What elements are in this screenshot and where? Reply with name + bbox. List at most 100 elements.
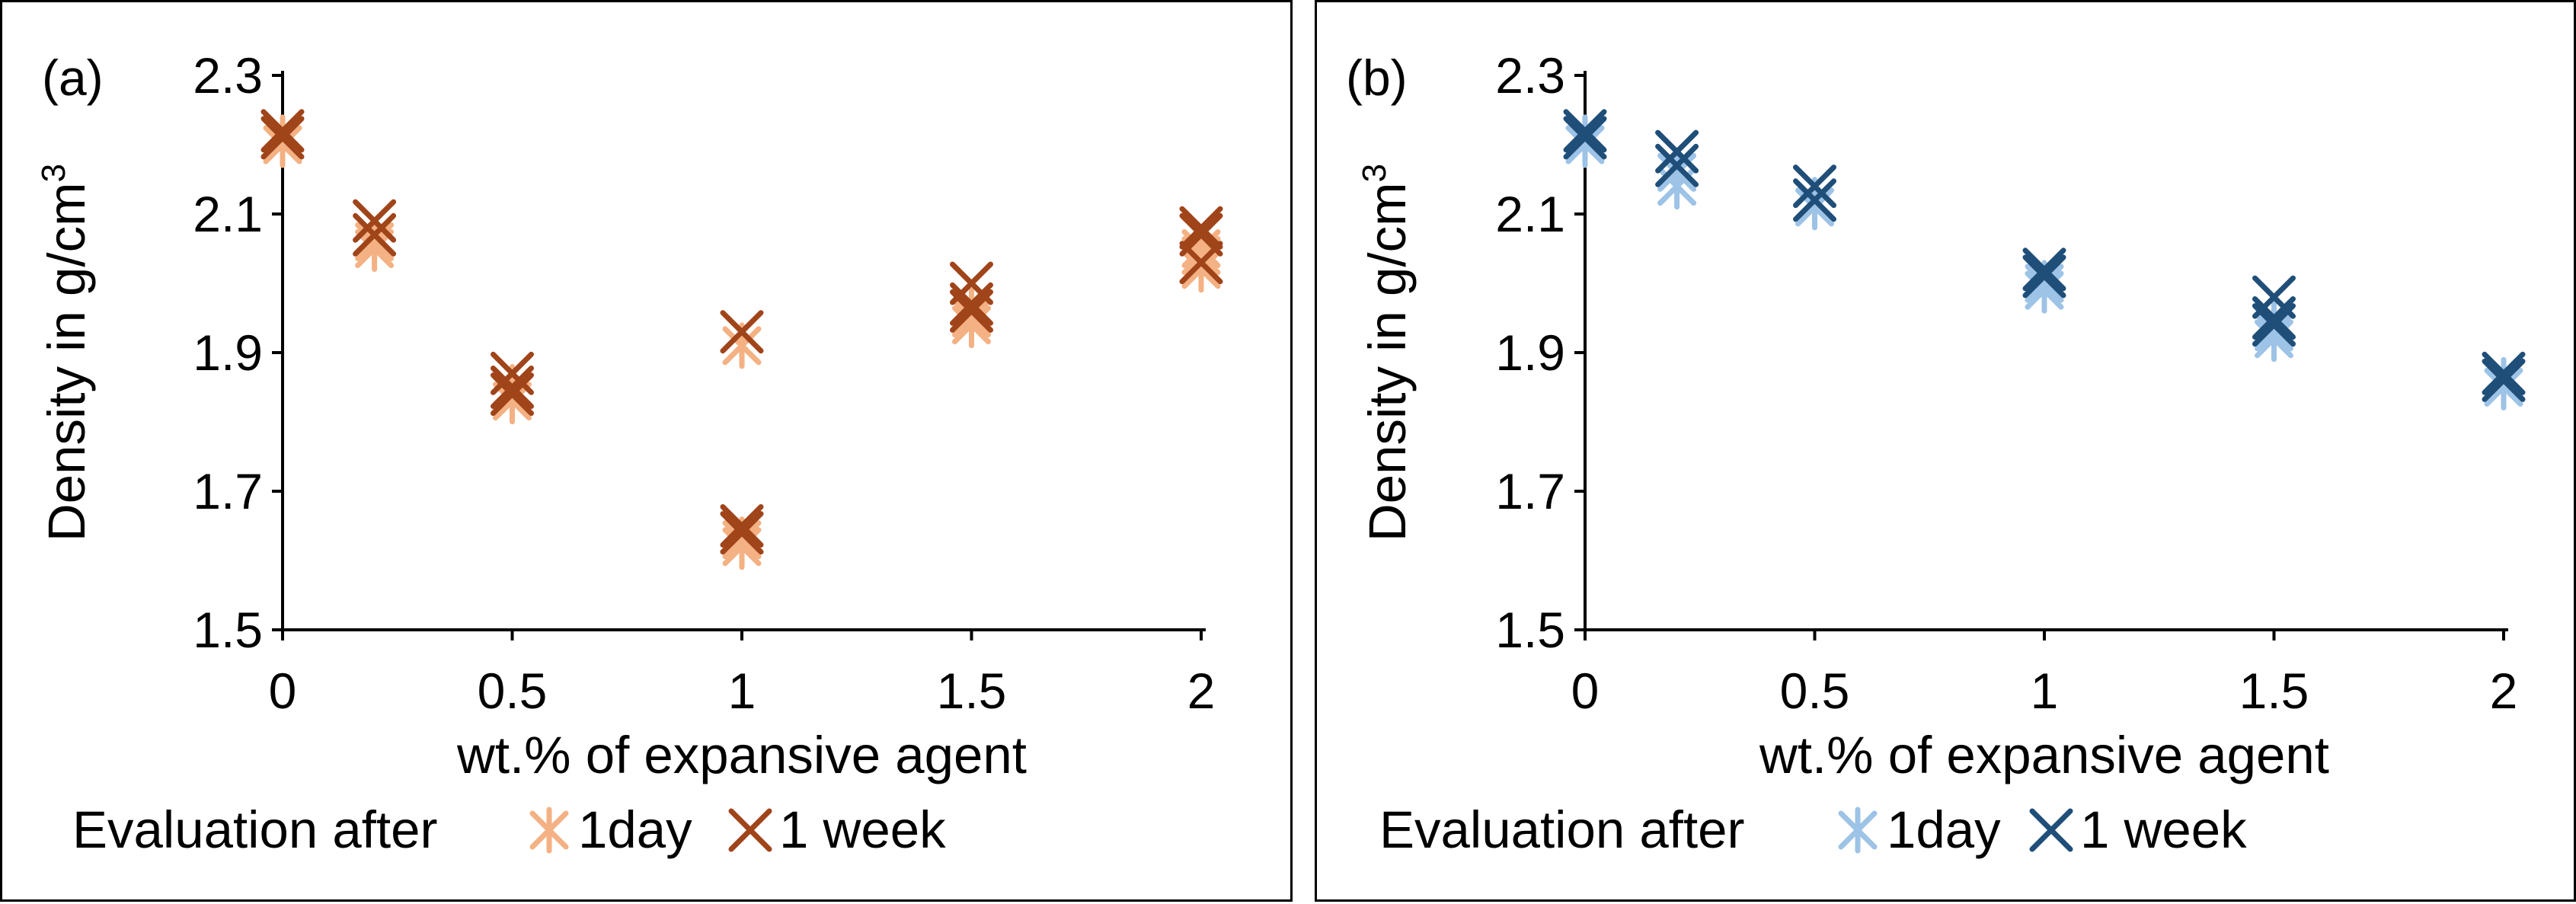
legend-marker-1week <box>728 808 772 852</box>
marker-stroke <box>1793 178 1836 222</box>
x-tick-label: 0.5 <box>1780 663 1850 719</box>
panel-a: (a) 1.5 1.7 1.9 2.1 2.3 0 0.5 1 1.5 2 wt.% of expan… <box>0 0 1293 902</box>
y-tick-label: 1.9 <box>1495 324 1565 381</box>
chart-b: (b) 1.5 1.7 1.9 2.1 2.3 0 0.5 1 1.5 2 wt.% of expan… <box>1346 47 2526 859</box>
y-axis-label-superscript: 3 <box>1356 164 1393 182</box>
x-tick-label: 0 <box>1571 663 1600 719</box>
marker-stroke <box>950 289 993 333</box>
marker-stroke <box>260 116 305 160</box>
marker-stroke <box>2022 254 2066 299</box>
data-point <box>2252 296 2296 340</box>
x-tick-label: 1.5 <box>937 663 1007 719</box>
data-point <box>720 504 764 548</box>
x-tick-label: 1 <box>728 663 756 719</box>
legend-title: Evaluation after <box>72 800 437 859</box>
marker-stroke <box>2482 351 2526 395</box>
chart-a: (a) 1.5 1.7 1.9 2.1 2.3 0 0.5 1 1.5 2 wt.% of expan… <box>35 47 1223 859</box>
marker-stroke <box>1179 212 1223 257</box>
x-tick-label: 0 <box>269 663 297 719</box>
data-point <box>1179 206 1223 250</box>
y-tick-label: 2.1 <box>1495 186 1565 242</box>
marker-stroke <box>1179 206 1223 250</box>
series-1day <box>1565 114 2523 410</box>
legend-label-1week: 1 week <box>2080 800 2247 859</box>
data-point <box>1793 165 1836 209</box>
marker-stroke <box>728 808 772 852</box>
marker-stroke <box>353 212 397 257</box>
marker-stroke <box>1655 129 1699 174</box>
x-axis-label: wt.% of expansive agent <box>456 726 1027 784</box>
series-1week <box>260 109 1223 555</box>
data-point <box>1793 178 1836 222</box>
data-point <box>1563 116 1607 160</box>
marker-stroke <box>1793 165 1836 209</box>
data-point <box>950 289 993 333</box>
marker-stroke <box>1563 109 1607 153</box>
panel-label: (b) <box>1346 50 1408 106</box>
data-point <box>260 109 305 153</box>
marker-stroke <box>2252 303 2296 347</box>
data-point <box>491 351 534 395</box>
legend-marker-1day <box>529 807 569 854</box>
panel-b: (b) 1.5 1.7 1.9 2.1 2.3 0 0.5 1 1.5 2 wt.% of expan… <box>1315 0 2576 902</box>
marker-stroke <box>260 109 305 153</box>
y-axis-label: Density in g/cm3 <box>1356 164 1417 541</box>
data-point <box>2022 254 2066 299</box>
data-point <box>720 511 764 555</box>
y-tick-label: 1.5 <box>1495 602 1565 658</box>
y-tick-label: 1.5 <box>193 602 263 658</box>
legend-label-1day: 1day <box>1887 800 2001 859</box>
marker-stroke <box>2022 248 2066 292</box>
marker-stroke <box>720 504 764 548</box>
data-point <box>260 116 305 160</box>
y-tick-label: 1.7 <box>1495 463 1565 519</box>
data-point <box>491 372 534 417</box>
data-point <box>491 366 534 409</box>
data-point <box>2022 248 2066 292</box>
marker-stroke <box>720 310 764 354</box>
marker-stroke <box>353 199 397 243</box>
x-tick-label: 1 <box>2031 663 2059 719</box>
y-tick-label: 1.9 <box>193 324 263 381</box>
data-point <box>353 199 397 243</box>
data-point <box>950 282 993 326</box>
data-point <box>2252 303 2296 347</box>
data-point <box>2482 358 2526 402</box>
legend-label-1day: 1day <box>578 800 692 859</box>
data-point <box>1795 184 1834 231</box>
x-tick-label: 0.5 <box>478 663 548 719</box>
data-point <box>1179 212 1223 257</box>
y-tick-label: 1.7 <box>193 463 263 519</box>
legend-marker-1day <box>1838 807 1878 854</box>
marker-stroke <box>950 282 993 326</box>
y-axis-label-text: Density in g/cm <box>37 182 96 541</box>
x-tick-label: 1.5 <box>2239 663 2309 719</box>
legend-marker-1week <box>2029 808 2073 852</box>
data-point <box>353 212 397 257</box>
marker-stroke <box>2252 296 2296 340</box>
y-tick-label: 2.3 <box>1495 47 1565 104</box>
marker-stroke <box>491 351 534 395</box>
marker-stroke <box>1563 116 1607 160</box>
marker-stroke <box>491 372 534 417</box>
marker-stroke <box>2029 808 2073 852</box>
marker-stroke <box>1655 143 1699 187</box>
data-point <box>1655 143 1699 187</box>
series-1day <box>263 114 1221 570</box>
y-tick-label: 2.1 <box>193 186 263 242</box>
data-point <box>720 310 764 354</box>
series-1week <box>1563 109 2526 402</box>
x-axis-label: wt.% of expansive agent <box>1759 726 2329 784</box>
legend-label-1week: 1 week <box>779 800 946 859</box>
x-tick-label: 2 <box>2490 663 2518 719</box>
legend-title: Evaluation after <box>1379 800 1744 859</box>
panel-label: (a) <box>42 50 104 106</box>
y-axis-label: Density in g/cm3 <box>35 164 96 541</box>
data-point <box>1563 109 1607 153</box>
data-point <box>2482 351 2526 395</box>
marker-stroke <box>2482 358 2526 402</box>
y-axis-label-superscript: 3 <box>35 164 72 182</box>
data-point <box>1655 129 1699 174</box>
x-tick-label: 2 <box>1187 663 1216 719</box>
y-axis-label-text: Density in g/cm <box>1358 182 1417 541</box>
